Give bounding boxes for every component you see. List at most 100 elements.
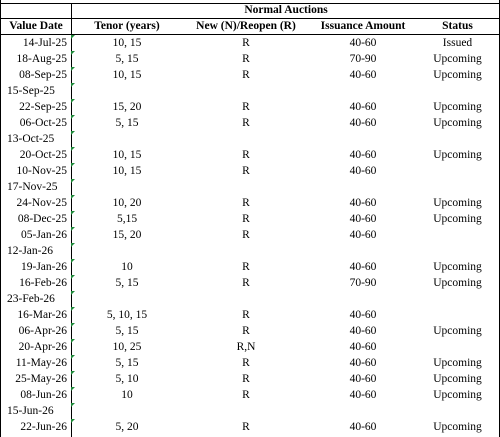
cell-tenor[interactable]: 10: [121, 261, 133, 273]
cell-date[interactable]: 17-Nov-25: [7, 181, 58, 193]
cell-amount[interactable]: [310, 83, 416, 99]
cell-status[interactable]: [416, 131, 499, 147]
cell-status[interactable]: [416, 83, 499, 99]
cell-date[interactable]: 08-Dec-25: [17, 213, 67, 225]
cell-amount[interactable]: 40-60: [349, 421, 377, 433]
cell-type[interactable]: [182, 291, 310, 307]
cell-type[interactable]: R: [242, 37, 250, 49]
cell-tenor[interactable]: 10, 25: [112, 341, 142, 353]
cell-type[interactable]: R: [242, 69, 250, 81]
cell-tenor[interactable]: 10, 15: [112, 149, 142, 161]
cell-tenor[interactable]: 10, 20: [112, 197, 142, 209]
cell-type[interactable]: R,N: [236, 341, 256, 353]
cell-date[interactable]: 20-Oct-25: [19, 149, 67, 161]
cell-date[interactable]: 16-Mar-26: [17, 309, 67, 321]
cell-tenor[interactable]: 5, 10: [115, 373, 139, 385]
cell-amount[interactable]: 40-60: [349, 197, 377, 209]
cell-tenor[interactable]: [72, 179, 182, 195]
cell-status[interactable]: [416, 307, 499, 323]
cell-type[interactable]: R: [242, 229, 250, 241]
cell-amount[interactable]: [310, 403, 416, 419]
cell-tenor[interactable]: 5, 20: [115, 421, 139, 433]
cell-amount[interactable]: 40-60: [349, 309, 377, 321]
cell-date[interactable]: 25-May-26: [15, 373, 67, 385]
cell-type[interactable]: R: [242, 53, 250, 65]
cell-status[interactable]: Upcoming: [433, 389, 482, 401]
cell-status[interactable]: Issued: [442, 37, 473, 49]
cell-amount[interactable]: 40-60: [349, 101, 377, 113]
cell-type[interactable]: R: [242, 373, 250, 385]
cell-type[interactable]: R: [242, 325, 250, 337]
cell-amount[interactable]: 70-90: [349, 53, 377, 65]
cell-date[interactable]: 15-Sep-25: [7, 85, 55, 97]
cell-date[interactable]: 23-Feb-26: [7, 293, 55, 305]
cell-tenor[interactable]: 5, 15: [115, 277, 139, 289]
cell-date[interactable]: 18-Aug-25: [16, 53, 67, 65]
cell-date[interactable]: 24-Nov-25: [16, 197, 67, 209]
cell-date[interactable]: 05-Jan-26: [21, 229, 67, 241]
cell-type[interactable]: [182, 131, 310, 147]
cell-type[interactable]: R: [242, 101, 250, 113]
cell-status[interactable]: Upcoming: [433, 197, 482, 209]
cell-amount[interactable]: 40-60: [349, 389, 377, 401]
cell-status[interactable]: Upcoming: [433, 261, 482, 273]
cell-date[interactable]: 12-Jan-26: [7, 245, 53, 257]
cell-tenor[interactable]: [72, 403, 182, 419]
cell-tenor[interactable]: [72, 131, 182, 147]
cell-tenor[interactable]: 5, 15: [115, 117, 139, 129]
cell-tenor[interactable]: 10, 15: [112, 69, 142, 81]
cell-date[interactable]: 19-Jan-26: [21, 261, 67, 273]
cell-status[interactable]: Upcoming: [433, 325, 482, 337]
cell-date[interactable]: 15-Jun-26: [7, 405, 54, 417]
cell-tenor[interactable]: [72, 243, 182, 259]
cell-date[interactable]: 06-Apr-26: [18, 325, 67, 337]
cell-tenor[interactable]: [72, 291, 182, 307]
cell-tenor[interactable]: 10, 15: [112, 165, 142, 177]
cell-amount[interactable]: 40-60: [349, 229, 377, 241]
cell-amount[interactable]: 40-60: [349, 149, 377, 161]
cell-tenor[interactable]: 5, 10, 15: [106, 309, 148, 321]
cell-amount[interactable]: 40-60: [349, 341, 377, 353]
cell-tenor[interactable]: 10, 15: [112, 37, 142, 49]
cell-date[interactable]: 13-Oct-25: [7, 133, 55, 145]
cell-amount[interactable]: 40-60: [349, 69, 377, 81]
cell-tenor[interactable]: [72, 83, 182, 99]
cell-status[interactable]: [416, 243, 499, 259]
cell-date[interactable]: 16-Feb-26: [19, 277, 67, 289]
cell-tenor[interactable]: 5, 15: [115, 325, 139, 337]
cell-date[interactable]: 22-Jun-26: [20, 421, 67, 433]
cell-status[interactable]: [416, 163, 499, 179]
cell-amount[interactable]: 40-60: [349, 357, 377, 369]
column-header-date[interactable]: Value Date: [9, 20, 63, 32]
cell-status[interactable]: Upcoming: [433, 357, 482, 369]
cell-tenor[interactable]: 15, 20: [112, 101, 142, 113]
cell-type[interactable]: R: [242, 149, 250, 161]
cell-amount[interactable]: 40-60: [349, 165, 377, 177]
cell-type[interactable]: R: [242, 213, 250, 225]
cell-amount[interactable]: 40-60: [349, 261, 377, 273]
cell-amount[interactable]: 40-60: [349, 373, 377, 385]
cell-type[interactable]: R: [242, 197, 250, 209]
cell-type[interactable]: R: [242, 117, 250, 129]
cell-status[interactable]: [416, 403, 499, 419]
cell-status[interactable]: Upcoming: [433, 421, 482, 433]
cell-tenor[interactable]: 15, 20: [112, 229, 142, 241]
cell-tenor[interactable]: 5, 15: [115, 53, 139, 65]
cell-date[interactable]: 10-Nov-25: [16, 165, 67, 177]
cell-type[interactable]: R: [242, 165, 250, 177]
cell-status[interactable]: [416, 291, 499, 307]
cell-type[interactable]: [182, 179, 310, 195]
cell-type[interactable]: R: [242, 309, 250, 321]
cell-type[interactable]: R: [242, 421, 250, 433]
cell-type[interactable]: R: [242, 357, 250, 369]
cell-date[interactable]: 22-Sep-25: [19, 101, 67, 113]
cell-status[interactable]: Upcoming: [433, 277, 482, 289]
column-header-type[interactable]: New (N)/Reopen (R): [196, 20, 296, 32]
column-header-tenor[interactable]: Tenor (years): [94, 20, 160, 32]
cell-status[interactable]: Upcoming: [433, 69, 482, 81]
cell-date[interactable]: 06-Oct-25: [19, 117, 67, 129]
cell-type[interactable]: R: [242, 389, 250, 401]
cell-amount[interactable]: [310, 291, 416, 307]
cell-date[interactable]: 08-Jun-26: [20, 389, 67, 401]
cell-amount[interactable]: 40-60: [349, 37, 377, 49]
